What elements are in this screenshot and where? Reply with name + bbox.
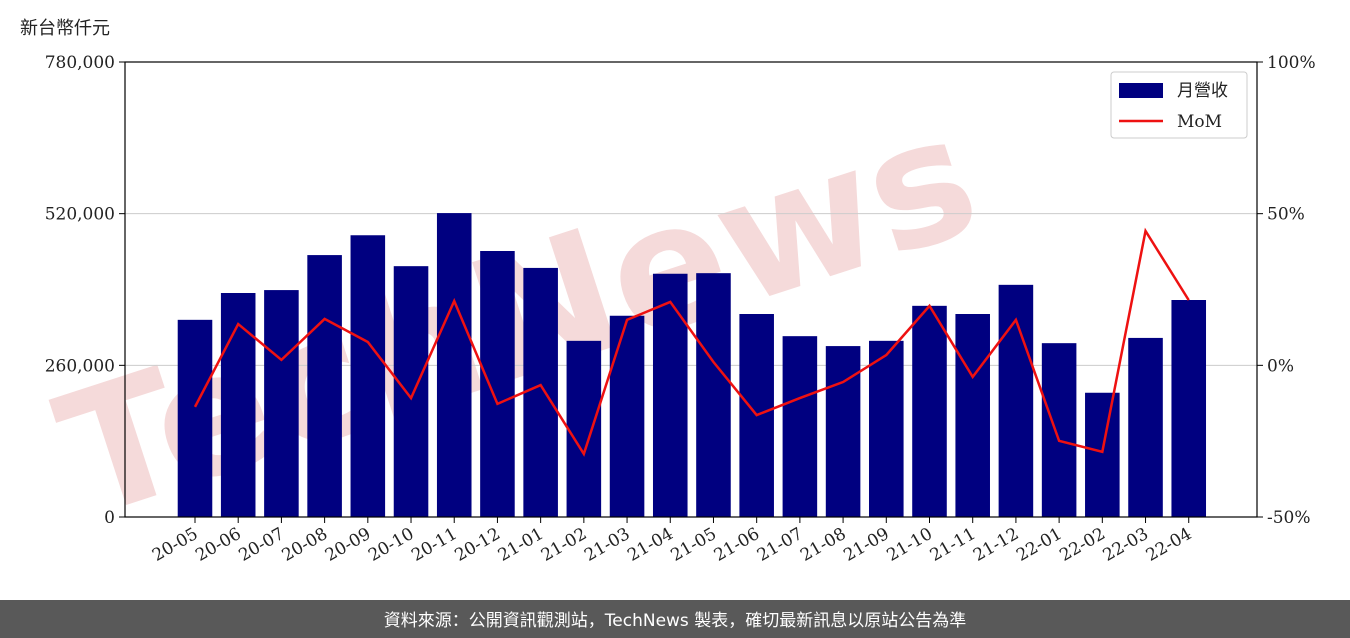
x-tick-label: 20-09: [322, 524, 374, 566]
x-tick-label: 21-12: [970, 524, 1022, 566]
x-tick-label: 21-01: [495, 524, 547, 566]
footer-band: [0, 600, 1350, 638]
bar: [652, 273, 688, 517]
x-tick-label: 21-10: [884, 524, 936, 566]
bar: [1128, 337, 1163, 517]
x-tick-label: 21-09: [840, 524, 892, 566]
y-axis-label: 新台幣仟元: [20, 18, 110, 39]
x-tick-label: 20-07: [235, 524, 287, 566]
bar: [264, 290, 299, 517]
bar: [480, 251, 515, 517]
y2-tick-label: 50%: [1267, 205, 1305, 225]
bar: [220, 293, 256, 517]
x-tick-label: 22-04: [1143, 524, 1195, 566]
x-tick-label: 22-02: [1056, 524, 1108, 566]
y2-tick-label: -50%: [1267, 508, 1311, 528]
bar: [609, 315, 645, 517]
bar: [436, 213, 472, 518]
bar: [177, 319, 213, 517]
plot-frame: [124, 61, 1258, 518]
bar: [350, 235, 386, 517]
bar: [1085, 392, 1120, 517]
x-tick-label: 21-04: [624, 524, 676, 566]
bar: [523, 267, 558, 517]
x-tick-label: 20-11: [408, 524, 460, 566]
x-tick-label: 21-11: [927, 524, 979, 566]
x-tick-label: 21-03: [581, 524, 633, 566]
bar: [696, 273, 731, 517]
x-tick-label: 20-12: [451, 524, 503, 566]
bar: [1171, 300, 1207, 517]
line: [193, 227, 1190, 457]
bar: [869, 340, 904, 517]
x-tick-label: 20-10: [365, 524, 417, 566]
x-tick-label: 21-06: [711, 524, 763, 566]
legend-label: 月營收: [1177, 81, 1228, 101]
x-tick-label: 20-06: [192, 524, 244, 566]
bar: [393, 266, 429, 517]
bar: [912, 305, 947, 517]
bar: [566, 340, 602, 517]
x-tick-label: 21-02: [538, 524, 590, 566]
x-tick-label: 22-03: [1100, 524, 1152, 566]
x-tick-label: 21-07: [754, 524, 806, 566]
x-tick-label: 20-08: [279, 524, 331, 566]
y2-tick-label: 100%: [1267, 53, 1316, 73]
y-tick-label: 520,000: [45, 205, 115, 225]
y-tick-label: 260,000: [45, 356, 115, 376]
x-tick-label: 21-08: [797, 524, 849, 566]
bar: [307, 255, 342, 518]
bar: [782, 336, 818, 517]
legend-swatch: [1119, 83, 1163, 98]
x-tick-label: 21-05: [668, 524, 720, 566]
bar: [955, 314, 990, 517]
bar: [825, 346, 861, 517]
footer: 資料來源：公開資訊觀測站，TechNews 製表，確切最新訊息以原站公告為準: [384, 611, 966, 631]
legend-label: MoM: [1177, 112, 1222, 132]
x-tick-label: 22-01: [1013, 524, 1065, 566]
y2-tick-label: 0%: [1267, 356, 1294, 376]
bar: [1041, 343, 1077, 517]
y-tick-label: 0: [104, 508, 115, 528]
y-tick-label: 780,000: [45, 53, 115, 73]
